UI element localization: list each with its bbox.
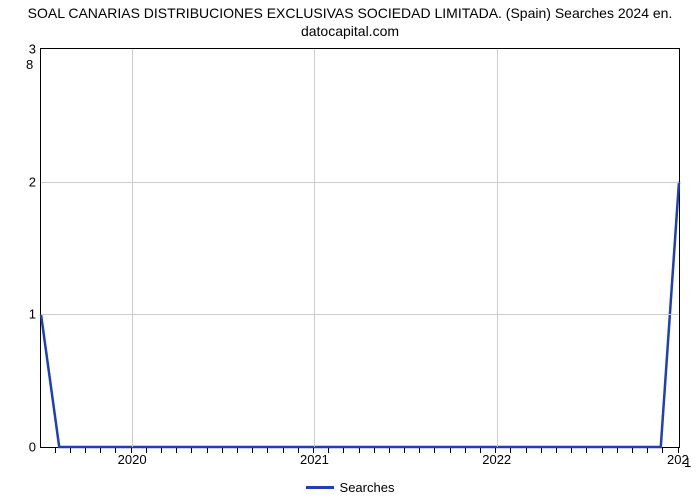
x-minor-tick <box>267 448 268 453</box>
x-minor-tick <box>191 448 192 453</box>
legend-item-searches: Searches <box>306 480 395 495</box>
x-minor-tick <box>374 448 375 453</box>
gridline-h <box>41 314 679 315</box>
gridline-v <box>314 49 315 447</box>
x-minor-tick <box>343 448 344 453</box>
x-minor-tick <box>541 448 542 453</box>
chart-container: SOAL CANARIAS DISTRIBUCIONES EXCLUSIVAS … <box>0 0 700 500</box>
x-minor-tick <box>602 448 603 453</box>
x-minor-tick <box>678 448 679 453</box>
x-minor-tick <box>283 448 284 453</box>
y-tick-label: 0 <box>6 440 36 455</box>
legend: Searches <box>0 476 700 495</box>
x-minor-tick <box>647 448 648 453</box>
x-minor-tick <box>617 448 618 453</box>
secondary-y-label-top: 8 <box>26 57 56 72</box>
x-minor-tick <box>328 448 329 453</box>
x-minor-tick <box>161 448 162 453</box>
x-minor-tick <box>100 448 101 453</box>
x-minor-tick <box>586 448 587 453</box>
y-tick-label: 1 <box>6 307 36 322</box>
x-tick-label: 2022 <box>482 452 511 467</box>
x-minor-tick <box>662 448 663 453</box>
x-tick-label: 2021 <box>300 452 329 467</box>
x-minor-tick <box>510 448 511 453</box>
y-tick-label: 2 <box>6 174 36 189</box>
x-minor-tick <box>450 448 451 453</box>
x-minor-tick <box>480 448 481 453</box>
x-minor-tick <box>313 448 314 453</box>
chart-title: SOAL CANARIAS DISTRIBUCIONES EXCLUSIVAS … <box>0 4 700 40</box>
x-minor-tick <box>632 448 633 453</box>
legend-swatch <box>306 486 334 489</box>
x-minor-tick <box>131 448 132 453</box>
x-minor-tick <box>571 448 572 453</box>
x-minor-tick <box>404 448 405 453</box>
x-minor-tick <box>252 448 253 453</box>
x-minor-tick <box>222 448 223 453</box>
x-minor-tick <box>419 448 420 453</box>
secondary-y-label-bottom: 1 <box>684 455 700 470</box>
gridline-h <box>41 182 679 183</box>
x-minor-tick <box>176 448 177 453</box>
gridline-v <box>497 49 498 447</box>
x-minor-tick <box>70 448 71 453</box>
gridline-v <box>132 49 133 447</box>
x-minor-tick <box>237 448 238 453</box>
y-tick-label: 3 <box>6 42 36 57</box>
x-minor-tick <box>434 448 435 453</box>
line-layer <box>41 49 679 447</box>
x-minor-tick <box>495 448 496 453</box>
x-minor-tick <box>298 448 299 453</box>
x-minor-tick <box>556 448 557 453</box>
x-minor-tick <box>389 448 390 453</box>
x-minor-tick <box>55 448 56 453</box>
x-minor-tick <box>207 448 208 453</box>
x-minor-tick <box>146 448 147 453</box>
x-minor-tick <box>526 448 527 453</box>
legend-label: Searches <box>340 480 395 495</box>
x-minor-tick <box>115 448 116 453</box>
x-minor-tick <box>85 448 86 453</box>
x-minor-tick <box>359 448 360 453</box>
plot-area <box>40 48 680 448</box>
x-minor-tick <box>465 448 466 453</box>
x-tick-label: 2020 <box>118 452 147 467</box>
